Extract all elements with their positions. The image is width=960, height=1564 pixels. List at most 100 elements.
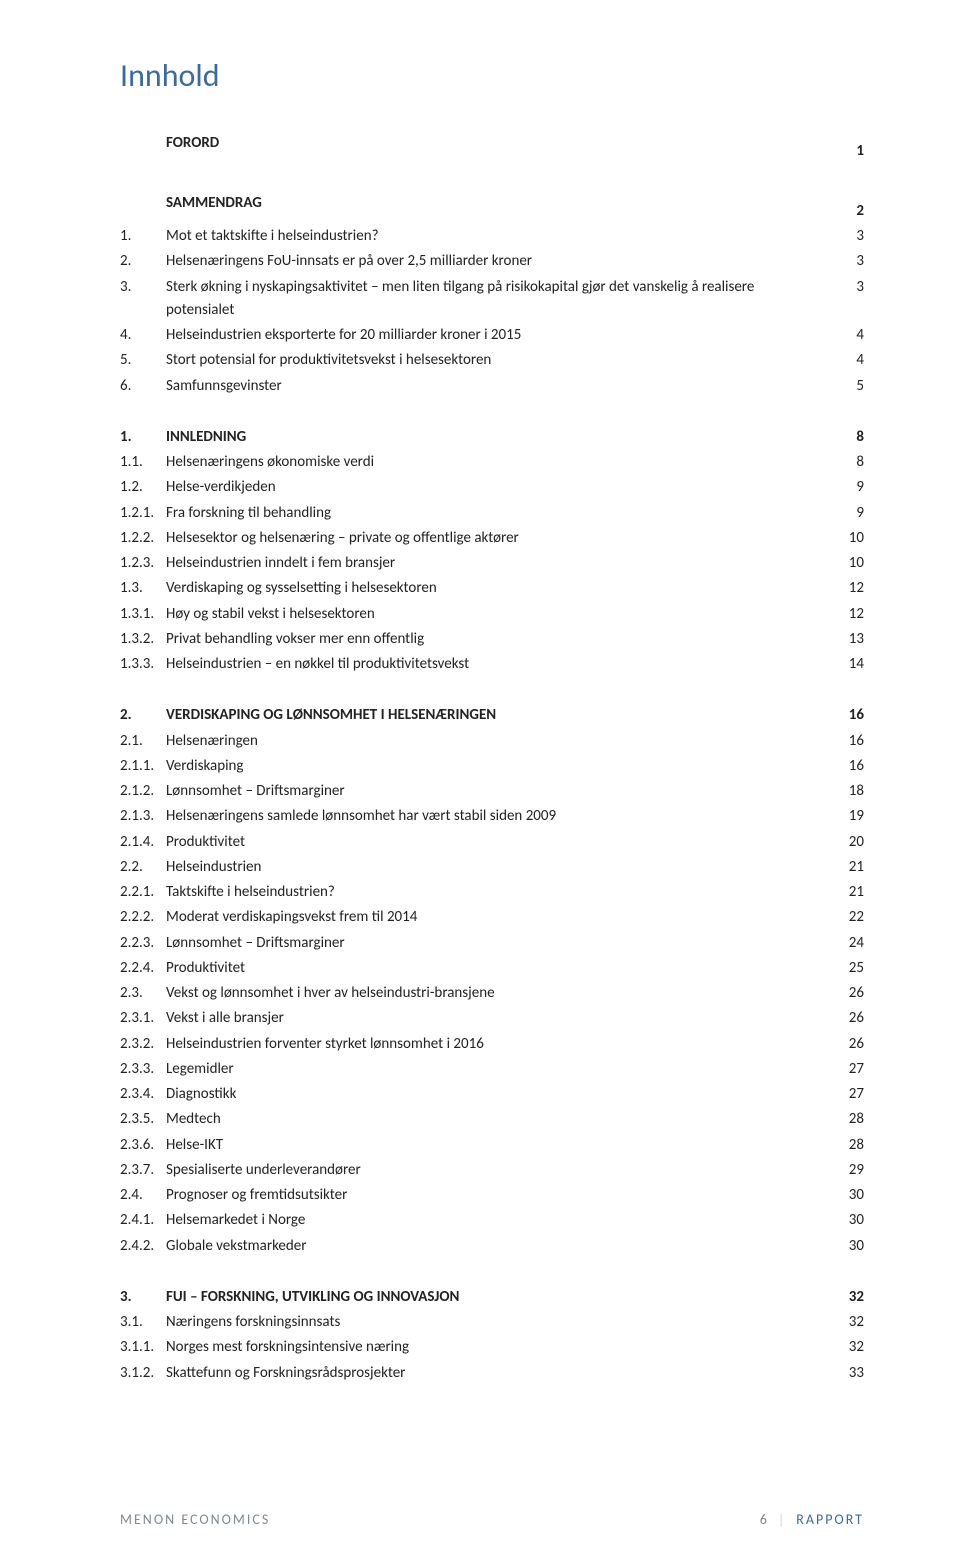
toc-entry-left: 1.2.2.Helsesektor og helsenæring – priva… bbox=[120, 527, 832, 550]
toc-entry-number bbox=[120, 132, 166, 155]
toc-entry-page: 12 bbox=[832, 603, 864, 626]
toc-entry: 4.Helseindustrien eksporterte for 20 mil… bbox=[120, 323, 864, 348]
toc-entry-label: VERDISKAPING OG LØNNSOMHET I HELSENÆRING… bbox=[166, 704, 832, 727]
toc-entry-left: 2.3.7.Spesialiserte underleverandører bbox=[120, 1159, 832, 1182]
toc-entry-number: 1.1. bbox=[120, 451, 166, 474]
toc-entry-left: 6.Samfunnsgevinster bbox=[120, 375, 832, 398]
toc-entry-page: 25 bbox=[832, 957, 864, 980]
toc-entry-label: Legemidler bbox=[166, 1058, 832, 1081]
toc-section-heading: 2.VERDISKAPING OG LØNNSOMHET I HELSENÆRI… bbox=[120, 703, 864, 728]
toc-entry-page: 10 bbox=[832, 527, 864, 550]
toc-entry-left: 2.1.1.Verdiskaping bbox=[120, 755, 832, 778]
toc-entry-label: Samfunnsgevinster bbox=[166, 375, 832, 398]
toc-entry-label: Helse-verdikjeden bbox=[166, 476, 832, 499]
toc-entry-left: 4.Helseindustrien eksporterte for 20 mil… bbox=[120, 324, 832, 347]
toc-entry-left: 2.3.1.Vekst i alle bransjer bbox=[120, 1007, 832, 1030]
toc-entry-number: 3. bbox=[120, 276, 166, 323]
toc-entry-left: 2.1.3.Helsenæringens samlede lønnsomhet … bbox=[120, 805, 832, 828]
toc-entry: 2.3.3.Legemidler27 bbox=[120, 1057, 864, 1082]
toc-gap bbox=[120, 165, 864, 179]
toc-entry-label: FUI – FORSKNING, UTVIKLING OG INNOVASJON bbox=[166, 1286, 832, 1309]
toc-entry-left: 1.2.Helse-verdikjeden bbox=[120, 476, 832, 499]
footer-label: RAPPORT bbox=[796, 1511, 864, 1528]
toc-entry: 2.3.7.Spesialiserte underleverandører29 bbox=[120, 1158, 864, 1183]
toc-entry-number: 1. bbox=[120, 225, 166, 248]
toc-entry: 2.1.3.Helsenæringens samlede lønnsomhet … bbox=[120, 804, 864, 829]
toc-entry-number: 3.1.1. bbox=[120, 1336, 166, 1359]
toc-entry-left: 2.1.2.Lønnsomhet – Driftsmarginer bbox=[120, 780, 832, 803]
toc-entry-number: 4. bbox=[120, 324, 166, 347]
toc-entry-page: 27 bbox=[832, 1058, 864, 1081]
toc-entry-page: 16 bbox=[832, 755, 864, 778]
toc-entry-page: 5 bbox=[832, 375, 864, 398]
toc-entry-left: 1.3.Verdiskaping og sysselsetting i hels… bbox=[120, 577, 832, 600]
toc-entry-label: Fra forskning til behandling bbox=[166, 502, 832, 525]
toc-entry-number: 2.3.4. bbox=[120, 1083, 166, 1106]
toc-entry-page: 21 bbox=[832, 881, 864, 904]
toc-entry-label: Spesialiserte underleverandører bbox=[166, 1159, 832, 1182]
toc-entry-number: 1.3. bbox=[120, 577, 166, 600]
toc-entry-left: 3.1.Næringens forskningsinnsats bbox=[120, 1311, 832, 1334]
toc-entry-page: 18 bbox=[832, 780, 864, 803]
toc-entry: 6.Samfunnsgevinster5 bbox=[120, 374, 864, 399]
toc-entry-left: 2.3.4.Diagnostikk bbox=[120, 1083, 832, 1106]
toc-entry-number: 1.2. bbox=[120, 476, 166, 499]
toc-entry-page: 32 bbox=[832, 1336, 864, 1359]
toc-entry-number: 1. bbox=[120, 426, 166, 449]
toc-entry-left: 2.4.Prognoser og fremtidsutsikter bbox=[120, 1184, 832, 1207]
toc-entry-left: 2.2.3.Lønnsomhet – Driftsmarginer bbox=[120, 932, 832, 955]
toc-entry-label: Helsenæringens økonomiske verdi bbox=[166, 451, 832, 474]
toc-entry: 2.Helsenæringens FoU-innsats er på over … bbox=[120, 249, 864, 274]
toc-entry-page: 21 bbox=[832, 856, 864, 879]
toc-entry-label: Globale vekstmarkeder bbox=[166, 1235, 832, 1258]
toc-entry-label: Lønnsomhet – Driftsmarginer bbox=[166, 780, 832, 803]
toc-entry-page: 3 bbox=[832, 276, 864, 299]
toc-entry-page: 24 bbox=[832, 932, 864, 955]
footer-separator: | bbox=[778, 1511, 786, 1528]
toc-entry-page: 8 bbox=[832, 451, 864, 474]
toc-entry-left: 1.3.1.Høy og stabil vekst i helsesektore… bbox=[120, 603, 832, 626]
toc-entry-left: 2.3.3.Legemidler bbox=[120, 1058, 832, 1081]
toc-entry-number: 2.1.3. bbox=[120, 805, 166, 828]
toc-entry: 2.3.Vekst og lønnsomhet i hver av helsei… bbox=[120, 981, 864, 1006]
toc-entry: 2.4.2.Globale vekstmarkeder30 bbox=[120, 1234, 864, 1259]
toc-entry: 2.3.1.Vekst i alle bransjer26 bbox=[120, 1006, 864, 1031]
toc-gap bbox=[120, 677, 864, 691]
toc-entry-label: Produktivitet bbox=[166, 831, 832, 854]
footer-right: 6|RAPPORT bbox=[760, 1511, 864, 1528]
toc-entry-label: Helsemarkedet i Norge bbox=[166, 1209, 832, 1232]
toc-entry-label: Helsenæringen bbox=[166, 730, 832, 753]
toc-entry-left: 2.2.Helseindustrien bbox=[120, 856, 832, 879]
toc-entry-number: 3. bbox=[120, 1286, 166, 1309]
toc-entry-number: 2.3.7. bbox=[120, 1159, 166, 1182]
toc-entry-label: Mot et taktskifte i helseindustrien? bbox=[166, 225, 832, 248]
toc-entry: 2.2.4.Produktivitet25 bbox=[120, 956, 864, 981]
toc-entry: 1.2.3.Helseindustrien inndelt i fem bran… bbox=[120, 551, 864, 576]
toc-entry-label: FORORD bbox=[166, 132, 832, 155]
toc-entry: 2.2.3.Lønnsomhet – Driftsmarginer24 bbox=[120, 931, 864, 956]
toc-entry-label: Helse-IKT bbox=[166, 1134, 832, 1157]
toc-entry-page: 19 bbox=[832, 805, 864, 828]
toc-entry: 1.2.Helse-verdikjeden9 bbox=[120, 475, 864, 500]
toc-entry-left: 3.1.2.Skattefunn og Forskningsrådsprosje… bbox=[120, 1362, 832, 1385]
toc-entry-number: 2.3.3. bbox=[120, 1058, 166, 1081]
toc-entry-page: 26 bbox=[832, 1007, 864, 1030]
toc-entry: 1.2.1.Fra forskning til behandling9 bbox=[120, 501, 864, 526]
toc-entry-number: 1.2.2. bbox=[120, 527, 166, 550]
footer-left: MENON ECONOMICS bbox=[120, 1511, 270, 1528]
toc-entry-label: Helsenæringens FoU-innsats er på over 2,… bbox=[166, 250, 832, 273]
toc-entry-number: 2. bbox=[120, 704, 166, 727]
toc-entry: 2.1.Helsenæringen16 bbox=[120, 729, 864, 754]
toc-entry-page: 26 bbox=[832, 982, 864, 1005]
toc-entry-left: 2.2.1.Taktskifte i helseindustrien? bbox=[120, 881, 832, 904]
toc-entry-label: Norges mest forskningsintensive næring bbox=[166, 1336, 832, 1359]
toc-section-heading: 3.FUI – FORSKNING, UTVIKLING OG INNOVASJ… bbox=[120, 1285, 864, 1310]
toc-entry-label: Prognoser og fremtidsutsikter bbox=[166, 1184, 832, 1207]
toc-entry-page: 1 bbox=[832, 140, 864, 163]
toc-entry-number: 2.2.3. bbox=[120, 932, 166, 955]
toc-entry-label: Helsesektor og helsenæring – private og … bbox=[166, 527, 832, 550]
toc-entry-label: Helseindustrien inndelt i fem bransjer bbox=[166, 552, 832, 575]
toc-entry-left: 1.3.3.Helseindustrien – en nøkkel til pr… bbox=[120, 653, 832, 676]
toc-entry-left: 3.FUI – FORSKNING, UTVIKLING OG INNOVASJ… bbox=[120, 1286, 832, 1309]
toc-entry-page: 14 bbox=[832, 653, 864, 676]
